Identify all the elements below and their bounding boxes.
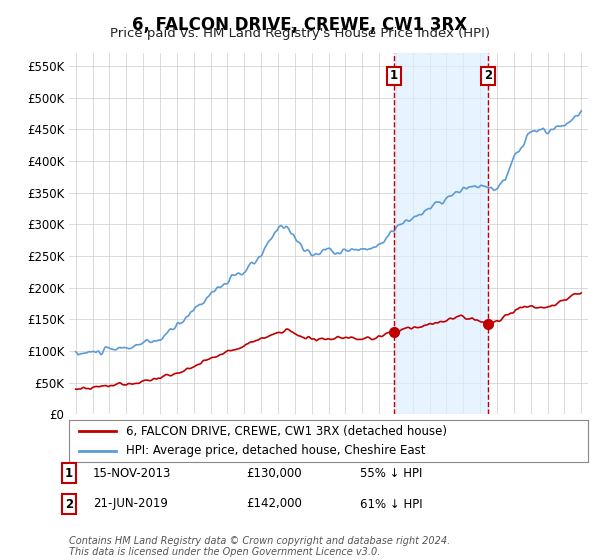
Text: 6, FALCON DRIVE, CREWE, CW1 3RX: 6, FALCON DRIVE, CREWE, CW1 3RX — [133, 16, 467, 34]
Text: 55% ↓ HPI: 55% ↓ HPI — [360, 466, 422, 480]
Text: 2: 2 — [65, 497, 73, 511]
Bar — [394, 53, 488, 414]
Text: 1: 1 — [65, 466, 73, 480]
Text: 21-JUN-2019: 21-JUN-2019 — [93, 497, 168, 511]
Text: 6, FALCON DRIVE, CREWE, CW1 3RX (detached house): 6, FALCON DRIVE, CREWE, CW1 3RX (detache… — [126, 425, 447, 438]
Text: Contains HM Land Registry data © Crown copyright and database right 2024.
This d: Contains HM Land Registry data © Crown c… — [69, 535, 450, 557]
Text: 2: 2 — [484, 69, 492, 82]
Text: £130,000: £130,000 — [246, 466, 302, 480]
Text: £142,000: £142,000 — [246, 497, 302, 511]
Text: HPI: Average price, detached house, Cheshire East: HPI: Average price, detached house, Ches… — [126, 444, 425, 457]
Text: 61% ↓ HPI: 61% ↓ HPI — [360, 497, 422, 511]
Text: 1: 1 — [390, 69, 398, 82]
Text: Price paid vs. HM Land Registry's House Price Index (HPI): Price paid vs. HM Land Registry's House … — [110, 27, 490, 40]
Text: 15-NOV-2013: 15-NOV-2013 — [93, 466, 172, 480]
